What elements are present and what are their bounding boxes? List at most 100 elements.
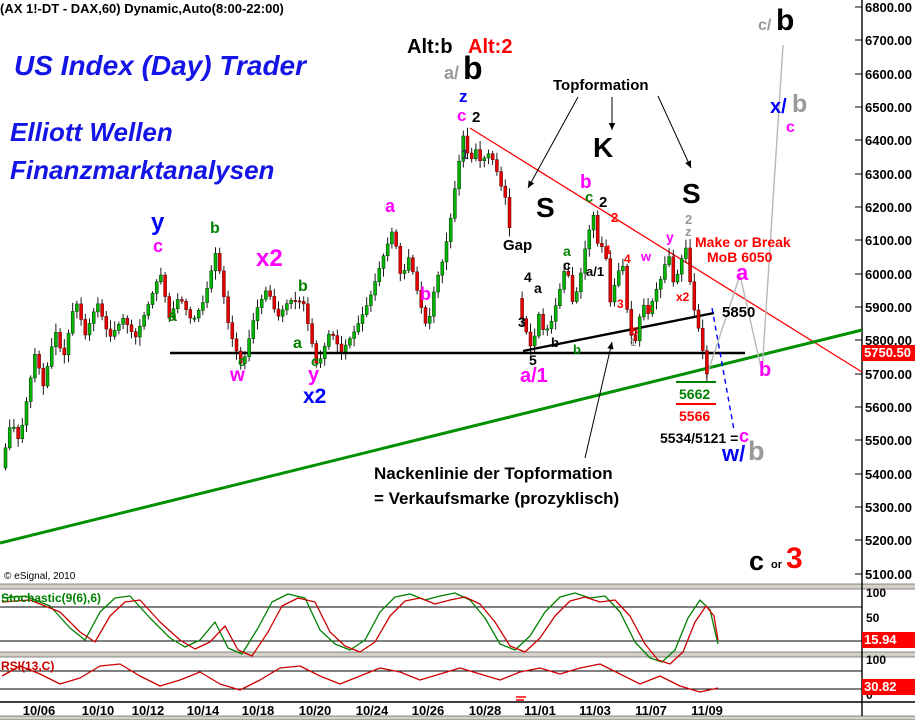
candle-body <box>75 303 79 312</box>
annotation-arrowhead <box>607 342 614 350</box>
projection-path <box>705 44 784 379</box>
candle-body <box>327 333 331 347</box>
candle-body <box>444 241 449 263</box>
wave-label-a: a <box>293 335 302 352</box>
window-title: (AX 1!-DT - DAX,60) Dynamic,Auto(8:00-22… <box>0 1 284 16</box>
wave-label-3: 3 <box>518 314 526 330</box>
price-axis-label: 5200.00 <box>865 533 912 548</box>
candle-body <box>33 354 37 379</box>
candle-body <box>222 270 226 298</box>
stochastic-d-line <box>1 596 719 665</box>
wave-label-c: c <box>786 119 795 136</box>
brand-line-2: Elliott Wellen <box>10 117 173 147</box>
candle-body <box>482 157 487 162</box>
candle-body <box>520 298 524 320</box>
annotation-arrowhead <box>528 180 535 188</box>
candle-body <box>251 320 256 339</box>
candle-body <box>58 332 62 349</box>
wave-label-c: c <box>238 353 246 369</box>
annotation-arrow <box>657 95 692 169</box>
candle-body <box>528 331 533 347</box>
candle-body <box>297 300 302 303</box>
candle-body <box>142 315 146 327</box>
candle-body <box>650 301 655 314</box>
wave-label-gap: Gap <box>503 237 533 254</box>
candle-body <box>478 149 482 162</box>
wave-label-4: 4 <box>624 252 631 266</box>
candle-body <box>406 257 411 271</box>
wave-label-topformation: Topformation <box>553 77 649 94</box>
candle-body <box>104 316 109 330</box>
date-axis-label: 10/14 <box>186 703 220 718</box>
candle-body <box>293 300 298 302</box>
candle-body <box>205 288 209 303</box>
candle-body <box>385 243 390 257</box>
candle-body <box>146 304 151 316</box>
candle-body <box>663 264 667 280</box>
wave-label-b: b <box>792 90 808 118</box>
candle-body <box>280 309 285 317</box>
price-axis-label: 6100.00 <box>865 233 912 248</box>
panel-separator <box>0 652 915 657</box>
candle-body <box>616 270 621 286</box>
candle-body <box>3 447 8 469</box>
wave-label-c: c <box>563 257 571 273</box>
price-axis-label: 6600.00 <box>865 67 912 82</box>
candle-body <box>352 331 356 339</box>
candle-body <box>574 291 579 302</box>
candle-body <box>272 296 277 310</box>
candle-body <box>373 281 377 296</box>
candle-body <box>318 358 323 364</box>
price-axis-label: 6500.00 <box>865 100 912 115</box>
candle-body <box>150 293 155 305</box>
candle-body <box>301 301 306 305</box>
candle-body <box>608 258 613 303</box>
copyright-note: © eSignal, 2010 <box>4 571 76 582</box>
wave-label-b: b <box>759 359 772 381</box>
candle-body <box>45 366 50 387</box>
wave-label-c: c <box>739 426 750 446</box>
rsi-line <box>1 663 719 693</box>
wave-label-a: a <box>563 243 571 259</box>
rsi-indicator-label: RSI(13,C) <box>1 659 55 673</box>
candle-body <box>629 309 634 336</box>
candle-body <box>343 344 348 352</box>
price-axis-label: 5400.00 <box>865 467 912 482</box>
price-axis-label: 5100.00 <box>865 567 912 582</box>
candle-body <box>180 299 184 302</box>
candle-body <box>238 350 243 364</box>
wave-label-w: w <box>641 249 652 264</box>
wave-label-make-or-break: Make or Break <box>695 234 791 250</box>
date-axis-label: 11/09 <box>691 703 723 718</box>
candle-body <box>675 273 680 283</box>
wave-label-1: 1 <box>605 243 612 257</box>
price-axis-label: 6400.00 <box>865 133 912 148</box>
candle-body <box>356 323 361 333</box>
candle-body <box>600 243 604 247</box>
candle-body <box>507 197 512 228</box>
candle-body <box>705 350 709 375</box>
wave-label-b: b <box>420 284 431 304</box>
candle-body <box>364 305 369 315</box>
wave-label-1: 1 <box>461 146 469 162</box>
candle-body <box>129 324 134 332</box>
candle-body <box>184 300 188 310</box>
wave-label-verkaufsmarke-prozyklisch: = Verkaufsmarke (prozyklisch) <box>374 489 620 508</box>
candle-body <box>314 343 319 364</box>
wave-label-b: b <box>298 278 308 295</box>
candle-body <box>684 247 688 259</box>
wave-label-a: a <box>534 280 542 296</box>
candle-body <box>436 274 440 293</box>
trendline-6 <box>711 307 735 431</box>
trendline-3 <box>522 311 715 353</box>
date-axis-label: 10/06 <box>22 703 56 718</box>
wave-label-a: a <box>168 308 177 325</box>
candle-body <box>201 302 205 311</box>
candle-body <box>503 185 508 198</box>
candle-body <box>209 270 214 289</box>
candle-body <box>532 335 537 347</box>
wave-label-or: or <box>771 559 782 571</box>
price-axis-label: 5900.00 <box>865 300 912 315</box>
